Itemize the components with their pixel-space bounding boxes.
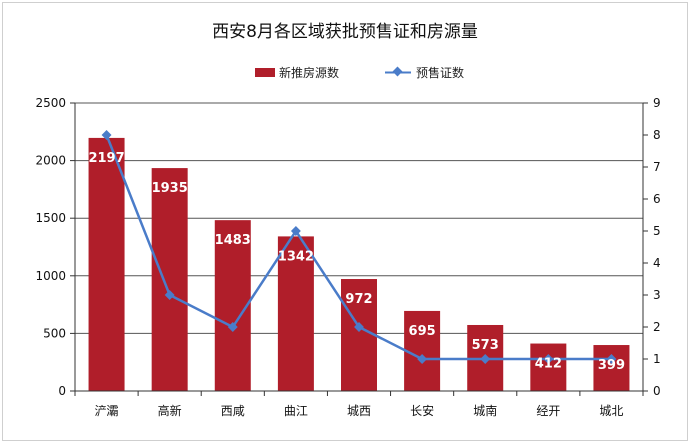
legend-line-label: 预售证数 [416,65,464,80]
bar-data-label: 399 [598,358,625,373]
bar-data-label: 1935 [152,181,188,196]
line-point [354,322,364,332]
left-tick-label: 2500 [35,96,66,110]
x-tick-label: 经开 [536,404,560,418]
bar [88,137,125,391]
bar [530,343,567,391]
bar-data-label: 412 [535,357,562,372]
line-point [480,354,491,364]
line-point [543,354,554,364]
right-tick-label: 3 [653,288,661,302]
bar-data-label: 695 [409,324,436,339]
right-tick-label: 4 [653,256,661,270]
line-point [606,354,617,364]
right-tick-label: 7 [653,160,661,174]
bar [404,310,441,391]
left-tick-label: 1000 [35,269,66,283]
x-tick-label: 城北 [599,404,623,418]
bar [277,236,314,391]
right-tick-label: 1 [653,352,661,366]
right-tick-label: 6 [653,192,661,206]
x-tick-label: 长安 [410,403,434,418]
line-point [227,322,238,332]
bar [214,220,251,391]
bar-data-label: 2197 [88,151,124,166]
right-tick-label: 8 [653,128,661,142]
x-tick-label: 城西 [347,404,371,418]
bar [341,279,377,391]
left-tick-label: 1500 [35,211,66,225]
bar-data-label: 573 [472,338,499,353]
bar [151,168,188,391]
right-tick-label: 2 [653,320,661,334]
data-labels: 2197 1935 1483 1342 972 695 573 412 399 [88,151,625,373]
chart-title: 西安8月各区域获批预售证和房源量 [212,22,478,42]
legend-bar-label: 新推房源数 [279,65,339,80]
bar-data-label: 972 [345,292,372,307]
bar-series [88,137,630,391]
line-series [101,130,617,364]
left-tick-label: 0 [58,384,66,398]
axes: 0 500 1000 1500 2000 2500 0 1 2 3 4 5 6 7 8 9 浐灞 高新 西咸 曲江 城西… [35,96,660,418]
right-tick-label: 5 [653,224,661,238]
x-tick-label: 高新 [158,403,182,418]
line-point [290,226,301,236]
bar-data-label: 1483 [215,233,251,248]
x-tick-label: 浐灞 [95,404,119,418]
line-point [164,290,175,300]
x-tick-label: 曲江 [284,404,308,418]
combo-chart: 西安8月各区域获批预售证和房源量 新推房源数 预售证数 219719351483… [35,22,660,418]
right-tick-label: 0 [653,384,661,398]
legend-line-marker [392,66,403,77]
line-point [417,354,428,364]
x-tick-label: 西咸 [221,404,245,418]
legend: 新推房源数 预售证数 [255,65,464,80]
left-tick-label: 2000 [35,154,66,168]
bar [593,345,630,391]
left-tick-label: 500 [43,326,66,340]
bar-data-label: 1342 [278,249,314,264]
right-tick-label: 9 [653,96,661,110]
x-tick-label: 城南 [473,403,497,418]
line-point [101,130,112,140]
legend-bar-swatch [255,68,275,77]
